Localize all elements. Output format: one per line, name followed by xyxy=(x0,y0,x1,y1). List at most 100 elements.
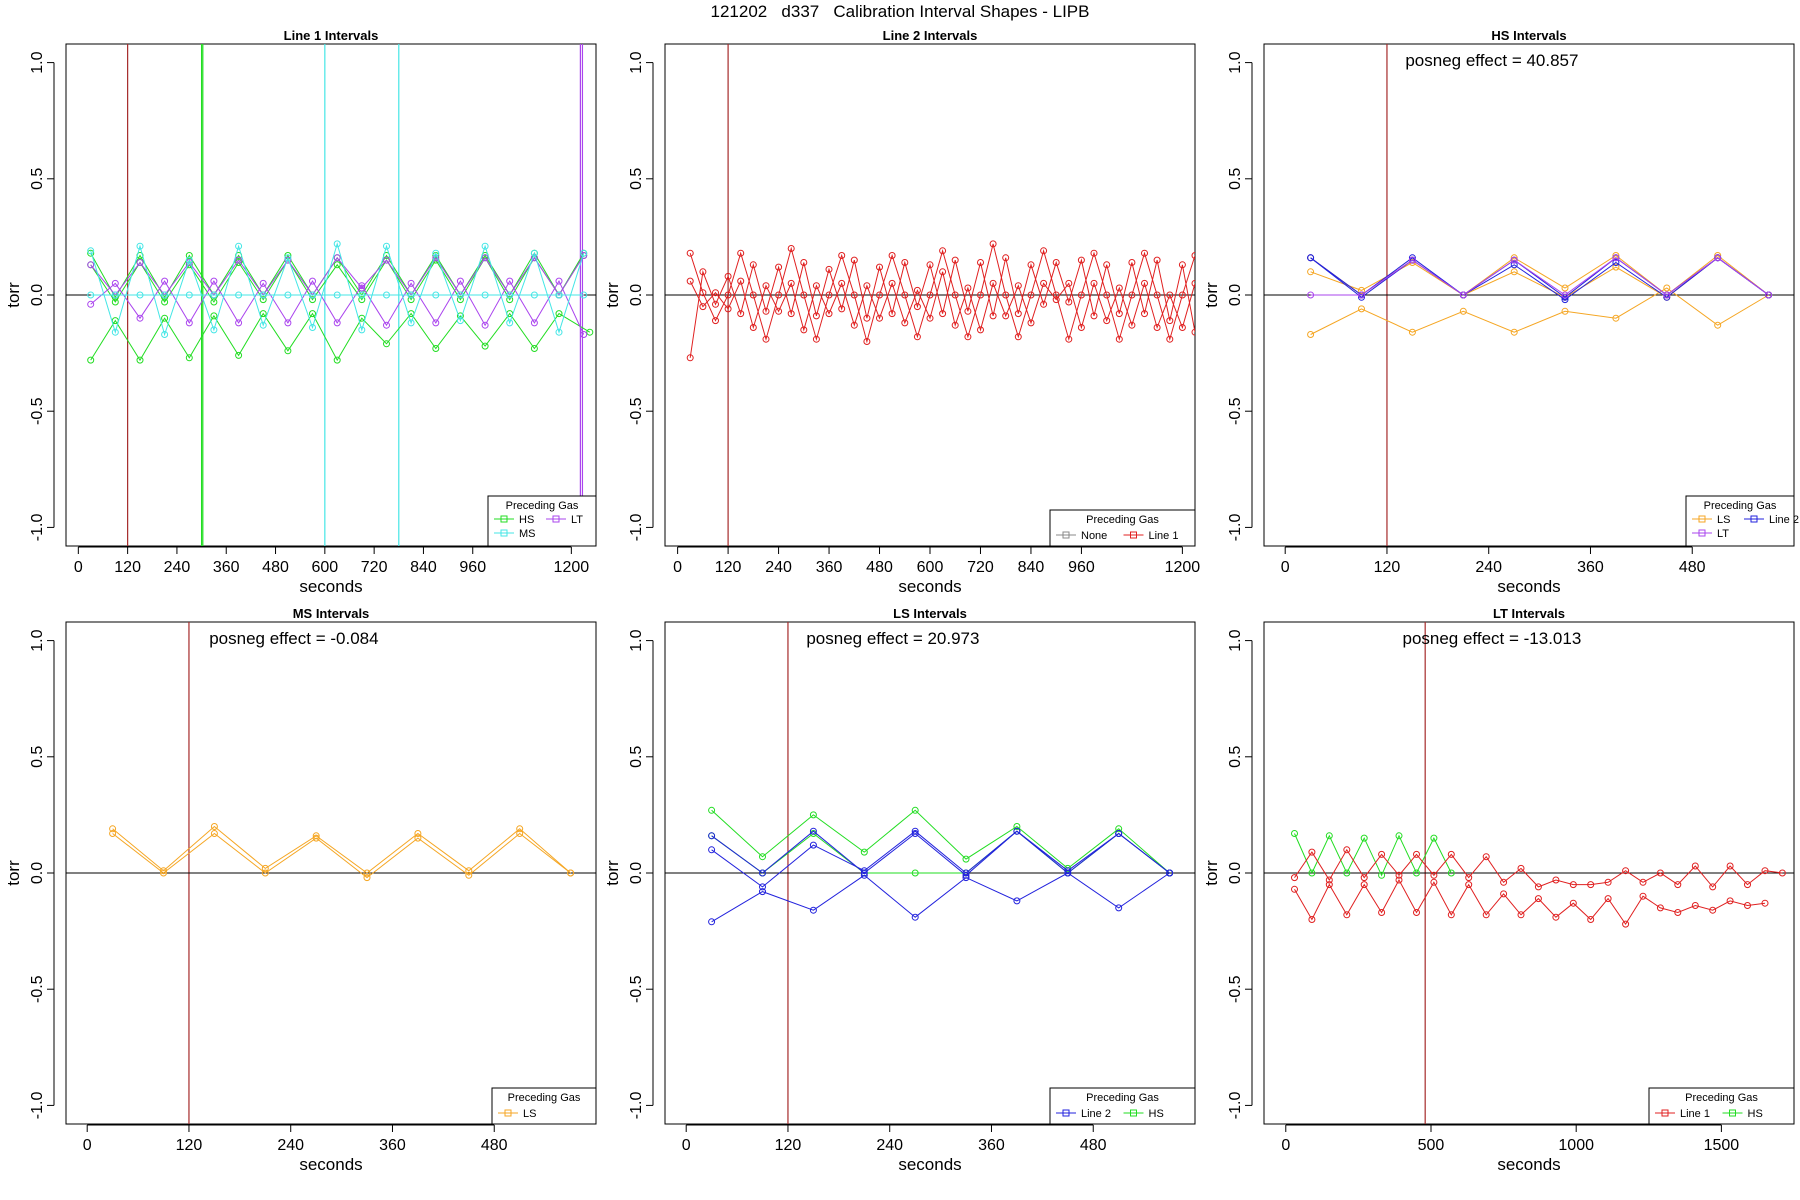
data-point xyxy=(989,312,997,320)
data-point xyxy=(1714,254,1722,262)
y-axis-label: torr xyxy=(4,282,23,308)
legend-title: Preceding Gas xyxy=(506,500,579,512)
data-point xyxy=(383,321,390,329)
data-point xyxy=(261,869,269,877)
data-point xyxy=(1090,249,1098,257)
data-point xyxy=(911,806,919,814)
y-tick-label: 0.0 xyxy=(29,284,46,306)
legend-label: HS xyxy=(519,514,534,526)
data-point xyxy=(111,298,119,306)
data-point xyxy=(1408,328,1416,336)
data-point xyxy=(1674,909,1682,916)
y-tick-label: 1.0 xyxy=(1227,51,1244,73)
data-point xyxy=(383,291,390,299)
plot-area xyxy=(665,622,1195,1124)
data-point xyxy=(775,307,783,315)
data-point xyxy=(1622,920,1630,928)
data-point xyxy=(787,245,795,252)
posneg-annotation: posneg effect = 40.857 xyxy=(1405,51,1578,70)
data-point xyxy=(363,869,371,877)
data-point xyxy=(1378,850,1386,858)
data-point xyxy=(309,277,316,285)
series-line-hs xyxy=(711,809,1170,874)
data-point xyxy=(333,291,341,299)
data-point xyxy=(136,314,144,322)
series-line-line-1 xyxy=(689,257,1195,358)
x-tick-label: 360 xyxy=(213,559,240,576)
data-point xyxy=(516,830,524,837)
data-point xyxy=(1040,300,1048,308)
data-point xyxy=(809,827,817,835)
data-point xyxy=(809,841,817,849)
data-point xyxy=(284,291,292,299)
data-point xyxy=(913,303,921,311)
data-point xyxy=(1141,249,1148,257)
series-line-ms xyxy=(90,242,585,337)
data-point xyxy=(432,319,440,327)
data-point xyxy=(800,259,808,266)
data-point xyxy=(1166,869,1174,877)
data-point xyxy=(1663,291,1671,299)
data-point xyxy=(481,254,489,262)
data-point xyxy=(838,305,846,313)
data-point xyxy=(762,307,770,315)
data-point xyxy=(1307,254,1315,262)
x-tick-label: 840 xyxy=(1018,559,1045,576)
data-point xyxy=(1500,890,1508,898)
panel-title: LS Intervals xyxy=(893,606,967,621)
legend-label: HS xyxy=(1748,1108,1763,1120)
data-point xyxy=(1358,286,1365,294)
data-point xyxy=(1153,256,1161,264)
data-point xyxy=(712,317,719,325)
data-point xyxy=(913,333,921,341)
x-tick-label: 480 xyxy=(1679,559,1706,576)
data-point xyxy=(901,259,909,266)
series-line-ls xyxy=(112,832,571,879)
data-point xyxy=(259,291,267,299)
data-point xyxy=(1115,310,1123,318)
data-point xyxy=(1510,261,1518,269)
data-point xyxy=(876,291,883,299)
data-point xyxy=(686,354,694,362)
series-line-line-2 xyxy=(711,830,1170,888)
y-tick-label: 1.0 xyxy=(29,51,46,73)
data-point xyxy=(911,827,919,835)
data-point xyxy=(1115,284,1123,292)
x-tick-label: 0 xyxy=(673,559,682,576)
x-tick-label: 240 xyxy=(277,1137,304,1154)
data-point xyxy=(1587,916,1595,923)
x-axis-label: seconds xyxy=(299,577,362,596)
data-point xyxy=(860,871,868,879)
data-point xyxy=(926,314,934,322)
legend-label: Line 2 xyxy=(1081,1108,1111,1120)
panel-5: LS Intervals -1.0 -0.5 0.0 0.5 1.0 torr 0 120 240… xyxy=(603,606,1196,1174)
data-point xyxy=(1709,906,1717,914)
legend-swatch-marker xyxy=(500,529,508,537)
x-axis-label: seconds xyxy=(898,1155,961,1174)
data-point xyxy=(87,249,95,257)
series-line-line-2 xyxy=(711,872,1170,923)
data-point xyxy=(210,298,218,306)
y-axis-label: torr xyxy=(4,860,23,886)
data-point xyxy=(1465,874,1473,882)
data-point xyxy=(1360,834,1368,842)
data-point xyxy=(1115,830,1123,837)
panel-title: MS Intervals xyxy=(293,606,370,621)
data-point xyxy=(1744,881,1751,889)
data-point xyxy=(185,291,193,299)
x-tick-label: 0 xyxy=(682,1137,691,1154)
panel-2: Line 2 Intervals -1.0 -0.5 0.0 0.5 1.0 torr 0 12… xyxy=(603,28,1200,596)
legend-entry: Line 2 xyxy=(1056,1108,1111,1120)
data-point xyxy=(1604,895,1612,903)
data-point xyxy=(407,291,415,299)
data-point xyxy=(1569,899,1577,907)
data-point xyxy=(812,282,820,290)
data-point xyxy=(407,279,415,287)
y-tick-label: 0.0 xyxy=(1227,862,1244,884)
data-point xyxy=(530,345,538,352)
data-point xyxy=(1510,254,1518,262)
data-point xyxy=(210,312,218,320)
data-point xyxy=(358,284,366,292)
data-point xyxy=(333,240,341,248)
y-tick-label: 0.0 xyxy=(628,284,645,306)
